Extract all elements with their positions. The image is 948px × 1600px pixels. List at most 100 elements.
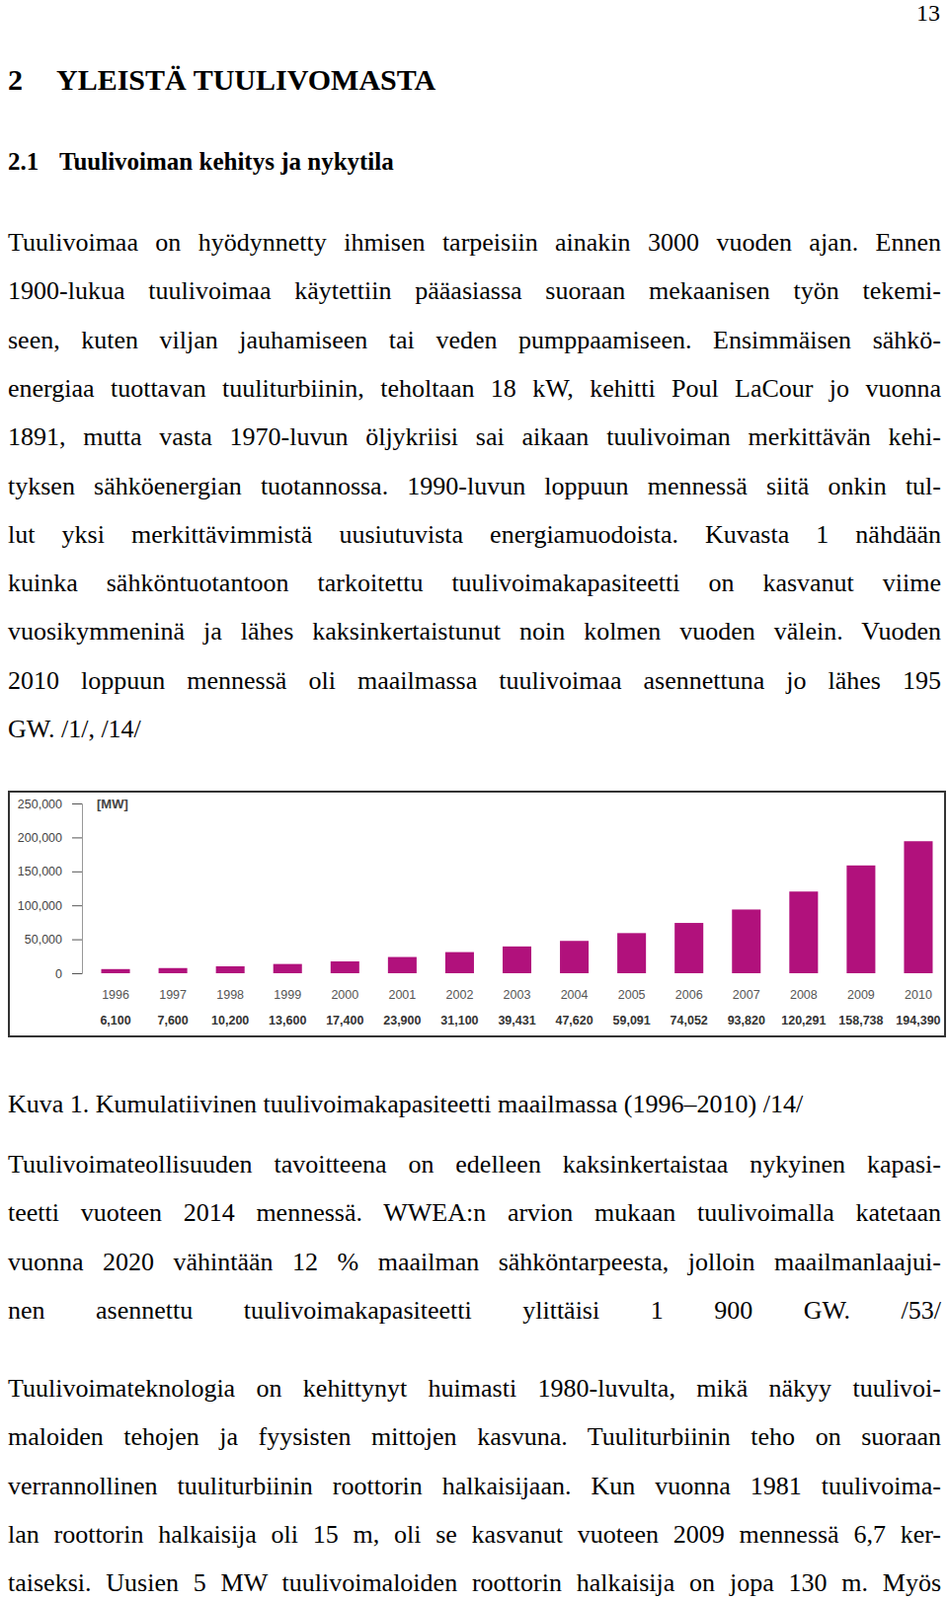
page: 13 2 YLEISTÄ TUULIVOMASTA 2.1 Tuulivoiman ke… <box>0 0 948 1600</box>
text-line: lut yksi merkittävimmistä uusiutuvista e… <box>7 510 942 559</box>
x-tick-label: 1999 <box>273 988 302 1003</box>
x-tick: 2001 <box>388 988 416 1003</box>
subheading-number: 2.1 <box>7 148 39 176</box>
figure-caption: Kuva 1. Kumulatiivinen tuulivoimakapasit… <box>7 1080 803 1129</box>
text-line: seen, kuten viljan jauhamiseen tai veden… <box>7 316 942 365</box>
x-tick: 1996 <box>101 988 130 1003</box>
data-label: 74,052 <box>670 1014 709 1028</box>
text-line: Tuulivoimaa on hyödynnetty ihmisen tarpe… <box>7 218 942 267</box>
x-tick-label: 2002 <box>446 988 474 1003</box>
y-tick-mark <box>72 940 82 942</box>
bar <box>273 964 303 974</box>
x-tick-label: 2009 <box>847 988 875 1003</box>
x-tick: 1998 <box>216 988 244 1003</box>
text-line: nen asennettu tuulivoimakapasiteetti yli… <box>7 1286 942 1336</box>
page-number: 13 <box>916 0 941 27</box>
x-tick-label: 2003 <box>503 988 532 1003</box>
data-label: 120,291 <box>781 1014 826 1028</box>
y-tick: 100,000 <box>17 899 82 914</box>
text-line: lan roottorin halkaisija oli 15 m, oli s… <box>7 1510 942 1560</box>
x-tick: 2006 <box>675 988 704 1003</box>
data-label: 31,100 <box>440 1014 478 1028</box>
y-tick: 0 <box>55 967 82 982</box>
x-tick-label: 2000 <box>330 988 359 1003</box>
y-tick-mark <box>72 837 82 839</box>
text-line: vuosikymmeninä ja lähes kaksinkertaistun… <box>7 607 942 656</box>
bar <box>330 961 360 974</box>
x-tick-label: 2001 <box>388 988 416 1003</box>
x-tick-label: 2006 <box>675 988 704 1003</box>
x-tick: 2002 <box>446 988 474 1003</box>
x-tick-label: 1996 <box>101 988 130 1003</box>
text-line: Tuulivoimateollisuuden tavoitteena on ed… <box>7 1140 942 1189</box>
y-axis: 0 50,000 100,000 150,000 200,000 250,000 <box>17 797 83 982</box>
x-tick: 2000 <box>330 988 359 1003</box>
x-tick-label: 2010 <box>904 988 933 1003</box>
x-tick: 2010 <box>904 988 933 1003</box>
data-label: 17,400 <box>325 1014 364 1028</box>
data-label: 10,200 <box>211 1014 249 1028</box>
text-line: 2010 loppuun mennessä oli maailmassa tuu… <box>7 656 942 706</box>
bars <box>101 841 934 974</box>
text-line: 1891, mutta vasta 1970-luvun öljykriisi … <box>7 412 942 462</box>
data-labels: 6,100 7,600 10,200 13,600 17,400 23,900 31,100… <box>99 1014 941 1028</box>
y-tick-label: 250,000 <box>17 797 63 812</box>
bar <box>101 969 131 974</box>
x-tick-label: 2004 <box>560 988 589 1003</box>
x-tick: 2007 <box>732 988 761 1003</box>
y-tick-mark <box>72 871 82 873</box>
x-tick: 2004 <box>560 988 589 1003</box>
bar <box>846 866 875 974</box>
data-label: 47,620 <box>554 1014 593 1028</box>
data-label: 93,820 <box>727 1014 766 1028</box>
text-line: Tuulivoimateknologia on kehittynyt huima… <box>7 1364 942 1414</box>
y-tick: 250,000 <box>17 797 82 812</box>
text-line: tyksen sähköenergian tuotannossa. 1990-l… <box>7 462 942 511</box>
text-line: taiseksi. Uusien 5 MW tuulivoimaloiden r… <box>7 1559 942 1600</box>
bar <box>216 966 245 974</box>
chart-frame <box>8 791 946 1037</box>
subheading-text: Tuulivoiman kehitys ja nykytila <box>59 148 395 176</box>
bar <box>388 957 417 974</box>
x-tick: 1997 <box>158 988 187 1003</box>
bar <box>559 941 589 974</box>
bar <box>789 891 818 974</box>
data-label: 13,600 <box>268 1014 307 1028</box>
x-tick-label: 1997 <box>158 988 187 1003</box>
y-tick-label: 200,000 <box>17 831 63 846</box>
data-label: 158,738 <box>838 1014 883 1028</box>
text-line: verrannollinen tuuliturbiinin roottorin … <box>7 1462 942 1511</box>
bar <box>445 952 474 974</box>
x-tick: 2009 <box>847 988 875 1003</box>
bar <box>731 909 761 974</box>
x-tick-label: 2005 <box>618 988 646 1003</box>
text-line: 1900-lukua tuulivoimaa käytettiin pääasi… <box>7 266 942 316</box>
x-tick-label: 1998 <box>216 988 244 1003</box>
y-tick-mark <box>72 803 82 805</box>
x-tick: 1999 <box>273 988 302 1003</box>
y-tick: 200,000 <box>17 831 82 846</box>
text-line: vuonna 2020 vähintään 12 % maailman sähk… <box>7 1238 942 1287</box>
bar <box>617 933 646 974</box>
y-tick-mark <box>72 973 82 975</box>
chart: 0 50,000 100,000 150,000 200,000 250,000 [MW] 1… <box>7 790 947 1038</box>
text-line: kuinka sähköntuotantoon tarkoitettu tuul… <box>7 558 942 608</box>
bar <box>502 947 532 974</box>
y-tick-label: 150,000 <box>17 865 63 879</box>
bar <box>674 923 704 974</box>
text-line: maloiden tehojen ja fyysisten mittojen k… <box>7 1413 942 1462</box>
text-line: energiaa tuottavan tuuliturbiinin, tehol… <box>7 364 942 413</box>
y-tick-label: 100,000 <box>17 899 63 914</box>
data-label: 7,600 <box>157 1014 188 1028</box>
heading-text: YLEISTÄ TUULIVOMASTA <box>56 63 436 97</box>
heading-number: 2 <box>7 63 23 97</box>
data-label: 6,100 <box>99 1014 131 1028</box>
data-label: 59,091 <box>613 1014 651 1028</box>
data-label: 23,900 <box>383 1014 421 1028</box>
y-tick-label: 50,000 <box>24 933 63 948</box>
x-axis: 1996 1997 1998 1999 2000 2001 2002 2003 2004 2005… <box>101 988 933 1003</box>
y-axis-label: [MW] <box>96 796 129 812</box>
data-label: 39,431 <box>497 1014 536 1028</box>
y-axis-line <box>72 804 83 975</box>
bar <box>903 841 933 974</box>
